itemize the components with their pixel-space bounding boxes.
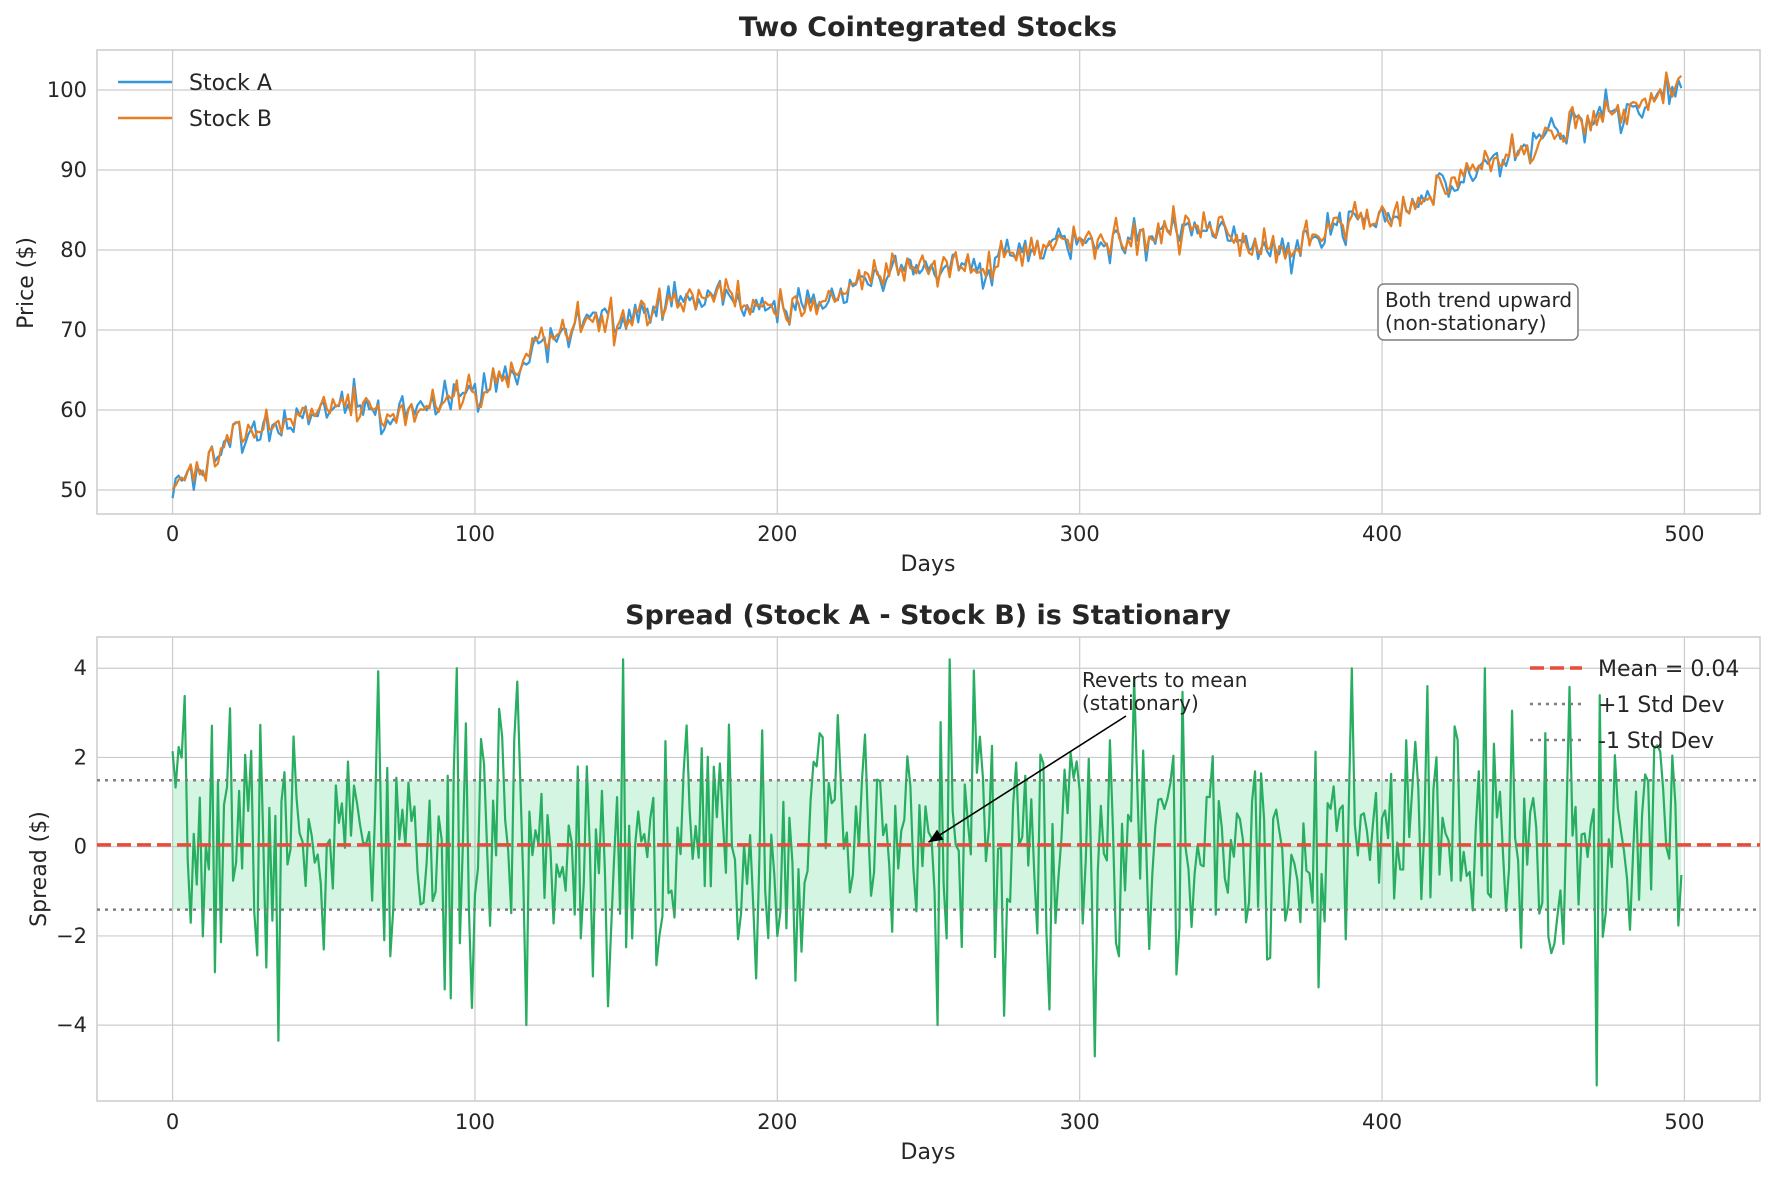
annotation-arrow: [928, 715, 1127, 843]
price-x-tick-label: 0: [166, 522, 179, 546]
spread-x-tick-label: 400: [1362, 1110, 1402, 1134]
spread-y-tick-label: 4: [74, 656, 87, 680]
spread-chart-title: Spread (Stock A - Stock B) is Stationary: [625, 600, 1231, 631]
spread-x-ticks: 0 100 200 300 400 500: [166, 1110, 1705, 1134]
spread-annotation-line-2: (stationary): [1082, 691, 1199, 715]
price-y-ticks: 50 60 70 80 90 100: [47, 78, 87, 502]
spread-line: [171, 658, 1683, 1087]
spread-y-ticks: −4 −2 0 2 4: [56, 656, 87, 1037]
legend-label-stock-a: Stock A: [189, 71, 272, 96]
legend-label-mean: Mean = 0.04: [1598, 657, 1739, 682]
annotation-box: [1377, 283, 1579, 341]
price-y-tick-label: 100: [47, 78, 87, 102]
price-y-tick-label: 90: [60, 158, 87, 182]
legend-label-minus-std: -1 Std Dev: [1598, 729, 1714, 754]
spread-x-tick-label: 0: [166, 1110, 179, 1134]
spread-annotation-line-1: Reverts to mean: [1082, 668, 1247, 692]
price-y-tick-label: 70: [60, 318, 87, 342]
spread-x-tick-label: 500: [1664, 1110, 1704, 1134]
price-chart-title: Two Cointegrated Stocks: [739, 12, 1117, 43]
spread-plot-frame: [96, 636, 1761, 1102]
spread-y-tick-label: −4: [56, 1013, 87, 1037]
price-x-tick-label: 300: [1060, 522, 1100, 546]
spread-legend: Mean = 0.04 +1 Std Dev -1 Std Dev: [1530, 657, 1739, 754]
price-chart: 0 100 200 300 400 500 50 60 70 80 90 100 Two Coint…: [14, 12, 1761, 577]
annotation-line-2: (non-stationary): [1385, 311, 1547, 335]
price-y-tick-label: 50: [60, 478, 87, 502]
annotation-arrowhead: [928, 829, 944, 843]
spread-x-tick-label: 300: [1060, 1110, 1100, 1134]
legend-label-plus-std: +1 Std Dev: [1598, 693, 1724, 718]
price-x-tick-label: 100: [455, 522, 495, 546]
price-x-ticks: 0 100 200 300 400 500: [166, 522, 1705, 546]
price-x-tick-label: 500: [1664, 522, 1704, 546]
spread-y-tick-label: −2: [56, 924, 87, 948]
spread-annotation: Reverts to mean (stationary): [928, 668, 1247, 843]
spread-series-lines: [97, 658, 1760, 1087]
price-x-tick-label: 400: [1362, 522, 1402, 546]
price-y-tick-label: 80: [60, 238, 87, 262]
legend-label-stock-b: Stock B: [189, 107, 272, 132]
price-annotation: Both trend upward (non-stationary): [1377, 283, 1579, 341]
spread-y-tick-label: 0: [74, 835, 87, 859]
price-x-axis-label: Days: [901, 552, 956, 577]
price-line-stock-b: [171, 71, 1683, 491]
spread-x-tick-label: 100: [455, 1110, 495, 1134]
annotation-line-1: Both trend upward: [1385, 288, 1572, 312]
spread-chart: 0 100 200 300 400 500 −4 −2 0 2 4 Spread (Stock A…: [27, 600, 1761, 1165]
spread-y-tick-label: 2: [74, 745, 87, 769]
price-y-axis-label: Price ($): [14, 237, 39, 329]
price-x-tick-label: 200: [757, 522, 797, 546]
price-series-lines: [171, 71, 1683, 499]
price-legend: Stock A Stock B: [118, 71, 272, 132]
price-y-tick-label: 60: [60, 398, 87, 422]
spread-x-axis-label: Days: [901, 1140, 956, 1165]
price-plot-frame: [96, 49, 1761, 515]
spread-x-tick-label: 200: [757, 1110, 797, 1134]
spread-y-axis-label: Spread ($): [27, 811, 52, 927]
